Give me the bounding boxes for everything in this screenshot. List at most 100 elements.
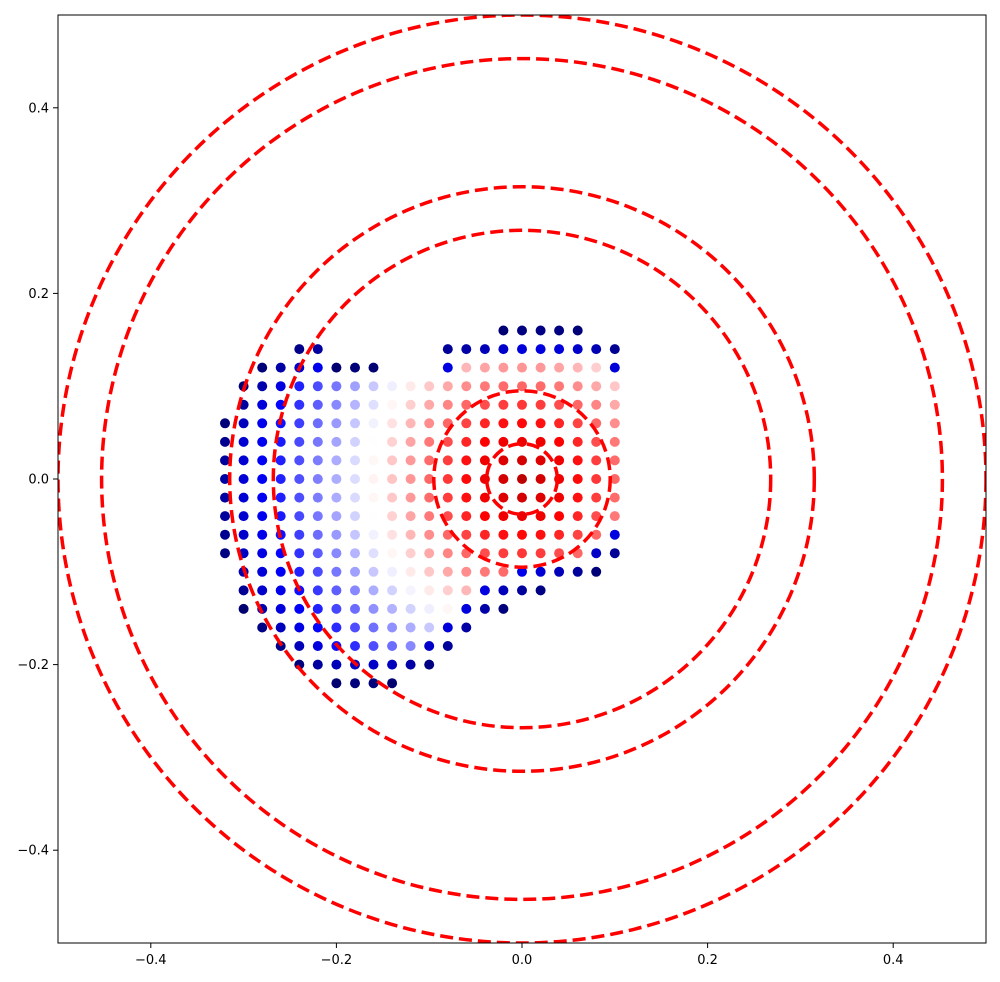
data-point-35 bbox=[257, 381, 268, 392]
data-point-65 bbox=[424, 399, 435, 410]
data-point-11 bbox=[517, 344, 527, 355]
data-point-303 bbox=[498, 603, 509, 614]
data-point-45 bbox=[442, 381, 453, 392]
y-tick-label: 0.0 bbox=[28, 473, 49, 488]
data-point-90 bbox=[479, 418, 490, 429]
data-point-57 bbox=[275, 399, 286, 410]
data-point-224 bbox=[517, 529, 527, 540]
data-point-177 bbox=[461, 492, 472, 503]
data-point-132 bbox=[442, 455, 453, 466]
data-point-109 bbox=[424, 436, 435, 447]
data-point-127 bbox=[350, 455, 360, 466]
data-point-189 bbox=[275, 511, 286, 522]
data-point-309 bbox=[350, 622, 360, 633]
data-point-10 bbox=[498, 344, 509, 355]
data-point-266 bbox=[498, 566, 509, 577]
data-point-124 bbox=[294, 455, 305, 466]
data-point-247 bbox=[535, 548, 546, 559]
data-point-162 bbox=[591, 474, 602, 484]
data-point-225 bbox=[535, 529, 546, 540]
data-point-75 bbox=[609, 399, 620, 410]
data-point-80 bbox=[294, 418, 305, 429]
data-point-327 bbox=[312, 659, 323, 670]
data-point-265 bbox=[479, 566, 490, 577]
data-point-111 bbox=[461, 436, 472, 447]
data-point-5 bbox=[294, 344, 305, 355]
data-point-157 bbox=[498, 474, 509, 484]
data-point-256 bbox=[312, 566, 323, 577]
data-point-196 bbox=[405, 511, 416, 522]
data-point-260 bbox=[387, 566, 398, 577]
data-point-192 bbox=[331, 511, 342, 522]
data-point-44 bbox=[424, 381, 435, 392]
data-point-179 bbox=[498, 492, 509, 503]
data-point-240 bbox=[405, 548, 416, 559]
y-tick-label: 0.4 bbox=[28, 101, 49, 116]
data-point-95 bbox=[572, 418, 583, 429]
x-tick-label: 0.0 bbox=[512, 953, 533, 968]
data-point-46 bbox=[461, 381, 472, 392]
data-point-85 bbox=[387, 418, 398, 429]
data-point-133 bbox=[461, 455, 472, 466]
data-point-218 bbox=[405, 529, 416, 540]
data-point-214 bbox=[331, 529, 342, 540]
x-tick-label: 0.2 bbox=[697, 953, 718, 968]
data-point-141 bbox=[609, 455, 620, 466]
data-point-18 bbox=[275, 362, 286, 373]
data-point-62 bbox=[368, 399, 379, 410]
data-point-167 bbox=[275, 492, 286, 503]
data-point-102 bbox=[294, 436, 305, 447]
data-point-63 bbox=[387, 399, 398, 410]
data-point-282 bbox=[424, 585, 435, 596]
data-point-271 bbox=[591, 566, 602, 577]
data-point-269 bbox=[554, 566, 565, 577]
data-point-23 bbox=[368, 362, 379, 373]
data-point-49 bbox=[517, 381, 527, 392]
data-point-204 bbox=[554, 511, 565, 522]
x-tick-label: 0.4 bbox=[883, 953, 904, 968]
data-point-330 bbox=[368, 659, 379, 670]
data-point-82 bbox=[331, 418, 342, 429]
data-point-68 bbox=[479, 399, 490, 410]
data-point-324 bbox=[424, 641, 435, 651]
data-point-264 bbox=[461, 566, 472, 577]
data-point-164 bbox=[220, 492, 230, 503]
data-point-194 bbox=[368, 511, 379, 522]
data-point-333 bbox=[424, 659, 435, 670]
data-point-178 bbox=[479, 492, 490, 503]
data-point-31 bbox=[572, 362, 583, 373]
data-point-320 bbox=[350, 641, 360, 651]
data-point-2 bbox=[535, 325, 546, 336]
data-point-148 bbox=[331, 474, 342, 484]
data-point-257 bbox=[331, 566, 342, 577]
data-point-286 bbox=[498, 585, 509, 596]
data-point-315 bbox=[461, 622, 472, 633]
data-point-190 bbox=[294, 511, 305, 522]
data-point-288 bbox=[535, 585, 546, 596]
data-point-20 bbox=[312, 362, 323, 373]
data-point-208 bbox=[220, 529, 230, 540]
data-point-61 bbox=[350, 399, 360, 410]
data-point-253 bbox=[257, 566, 268, 577]
data-point-42 bbox=[387, 381, 398, 392]
data-point-107 bbox=[387, 436, 398, 447]
data-point-78 bbox=[257, 418, 268, 429]
data-point-0 bbox=[498, 325, 509, 336]
data-point-207 bbox=[609, 511, 620, 522]
y-axis: −0.4 −0.2 0.0 0.2 0.4 bbox=[17, 101, 58, 859]
data-point-54 bbox=[609, 381, 620, 392]
data-point-17 bbox=[257, 362, 268, 373]
data-point-92 bbox=[517, 418, 527, 429]
data-point-144 bbox=[257, 474, 268, 484]
data-point-84 bbox=[368, 418, 379, 429]
data-point-126 bbox=[331, 455, 342, 466]
data-point-287 bbox=[517, 585, 527, 596]
data-point-228 bbox=[591, 529, 602, 540]
data-point-304 bbox=[257, 622, 268, 633]
dashed-circle-0 bbox=[484, 441, 560, 517]
data-point-263 bbox=[442, 566, 453, 577]
data-point-27 bbox=[498, 362, 509, 373]
data-point-186 bbox=[220, 511, 230, 522]
data-point-60 bbox=[331, 399, 342, 410]
data-point-292 bbox=[294, 603, 305, 614]
